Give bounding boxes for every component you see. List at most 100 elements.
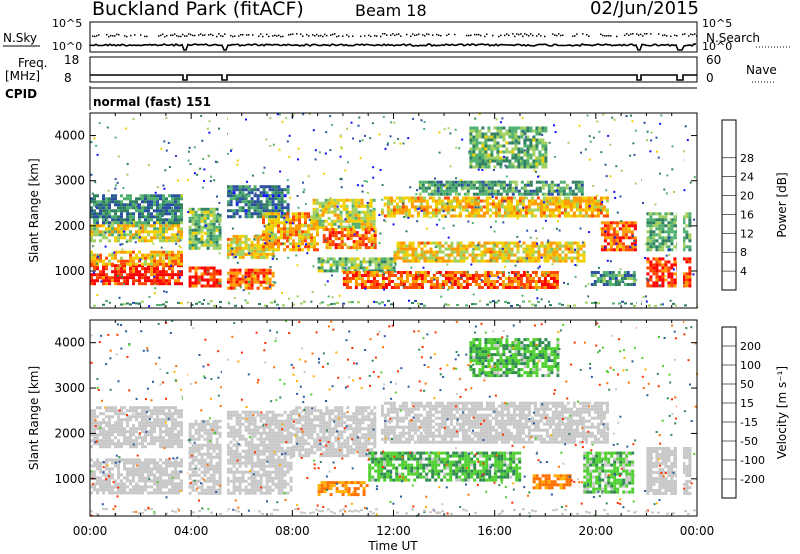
echo-cell	[655, 263, 659, 267]
echo-cell	[551, 214, 555, 218]
echo-cell	[117, 270, 120, 274]
echo-cell	[188, 216, 192, 220]
echo-cell	[177, 197, 180, 201]
echo-cell	[324, 210, 328, 214]
speckle	[153, 292, 156, 295]
echo-cell	[165, 279, 168, 283]
echo-cell	[459, 283, 463, 286]
echo-cell	[535, 141, 539, 145]
echo-cell	[516, 280, 520, 283]
echo-cell	[439, 192, 443, 196]
speckle	[598, 266, 600, 269]
nsearch-point	[316, 33, 318, 36]
echo-cell	[435, 280, 439, 283]
echo-cell	[478, 159, 482, 163]
echo-cell	[633, 242, 637, 246]
echo-cell	[510, 280, 514, 283]
echo-cell	[117, 200, 120, 204]
echo-cell	[606, 227, 610, 231]
echo-cell	[460, 180, 464, 184]
echo-cell	[365, 269, 369, 273]
echo-cell	[414, 283, 418, 286]
speckle	[126, 162, 129, 165]
echo-cell	[280, 194, 284, 198]
speckle	[442, 286, 444, 289]
echo-cell	[357, 219, 361, 223]
echo-cell	[268, 252, 272, 256]
near-range-echo	[219, 301, 222, 303]
echo-cell	[506, 214, 510, 218]
echo-cell	[209, 234, 213, 238]
echo-cell	[144, 262, 147, 266]
echo-cell	[555, 286, 559, 289]
echo-cell	[472, 183, 476, 187]
speckle	[417, 253, 420, 256]
echo-cell	[421, 186, 425, 190]
echo-cell	[465, 256, 469, 260]
echo-cell	[372, 271, 376, 274]
echo-cell	[369, 210, 373, 214]
speckle	[415, 193, 418, 196]
echo-cell	[108, 203, 111, 207]
echo-cell	[99, 230, 102, 234]
echo-cell	[171, 215, 174, 219]
echo-cell	[250, 274, 254, 278]
echo-cell	[534, 274, 538, 277]
echo-cell	[229, 283, 233, 287]
speckle	[177, 179, 179, 182]
echo-cell	[96, 212, 99, 216]
echo-cell	[159, 194, 162, 198]
speckle	[122, 230, 125, 233]
echo-cell	[141, 267, 144, 271]
echo-cell	[433, 189, 437, 193]
echo-cell	[268, 233, 271, 237]
echo-cell	[383, 263, 387, 267]
echo-cell	[218, 272, 222, 276]
echo-cell	[534, 271, 538, 274]
echo-cell	[389, 214, 393, 218]
echo-cell	[114, 270, 117, 274]
nsearch-point	[520, 33, 522, 35]
echo-cell	[215, 240, 219, 244]
speckle	[558, 229, 561, 232]
echo-cell	[253, 194, 257, 198]
colorbar-tick-label: 16	[740, 208, 754, 221]
nsearch-point	[190, 33, 192, 36]
echo-cell	[356, 266, 360, 270]
near-range-echo	[138, 302, 141, 305]
echo-cell	[664, 224, 668, 228]
echo-cell	[557, 202, 561, 206]
echo-cell	[439, 189, 443, 193]
echo-cell	[262, 215, 265, 219]
nsearch-point	[516, 33, 518, 35]
speckle	[599, 206, 602, 209]
echo-cell	[420, 274, 424, 277]
echo-cell	[247, 206, 251, 210]
speckle	[503, 199, 506, 202]
nsearch-point	[332, 33, 334, 36]
echo-cell	[531, 256, 535, 260]
speckle	[193, 172, 196, 175]
echo-cell	[232, 249, 236, 253]
echo-cell	[414, 250, 418, 254]
echo-cell	[652, 212, 656, 216]
echo-cell	[99, 256, 102, 260]
speckle	[382, 270, 385, 273]
speckle	[522, 206, 525, 209]
echo-cell	[138, 276, 141, 280]
echo-cell	[177, 253, 180, 257]
nsearch-point	[646, 33, 648, 35]
echo-cell	[188, 243, 192, 247]
echo-cell	[238, 197, 242, 201]
speckle	[339, 178, 342, 181]
speckle	[543, 255, 546, 258]
echo-cell	[450, 274, 454, 277]
echo-cell	[147, 206, 150, 210]
nsearch-point	[486, 33, 488, 35]
echo-cell	[649, 284, 653, 288]
near-range-echo	[591, 302, 594, 304]
echo-cell	[434, 205, 438, 209]
echo-cell	[587, 202, 591, 206]
nsearch-point	[576, 33, 578, 35]
echo-cell	[507, 256, 511, 260]
